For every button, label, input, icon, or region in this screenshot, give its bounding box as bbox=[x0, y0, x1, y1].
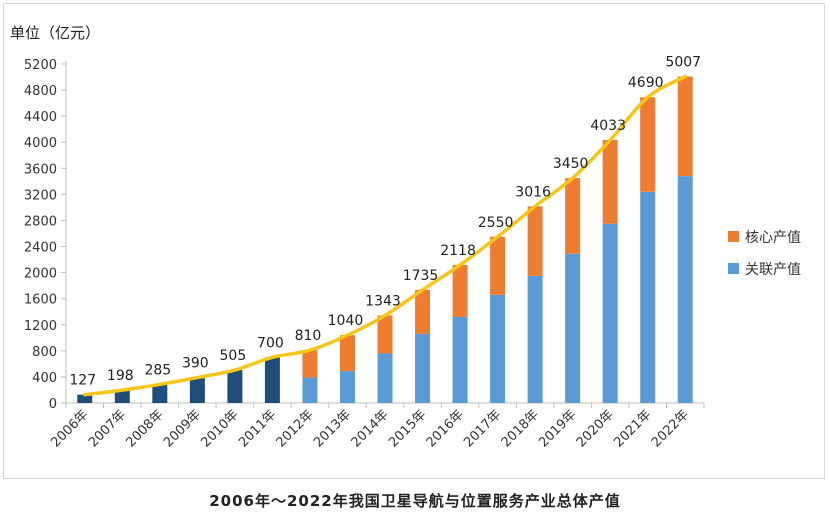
y-tick-label: 5200 bbox=[24, 58, 57, 73]
x-tick-label: 2012年 bbox=[274, 407, 317, 450]
bar-total bbox=[189, 377, 205, 403]
data-label: 700 bbox=[257, 335, 284, 351]
data-label: 3016 bbox=[515, 184, 551, 200]
x-tick-label: 2021年 bbox=[611, 407, 654, 450]
legend-swatch bbox=[728, 231, 739, 242]
bar-related-value bbox=[415, 333, 431, 403]
y-tick-label: 4800 bbox=[24, 84, 57, 99]
y-tick-label: 3200 bbox=[24, 188, 57, 203]
bar-related-value bbox=[377, 353, 393, 403]
data-label: 810 bbox=[295, 328, 322, 344]
y-tick-label: 800 bbox=[32, 345, 57, 360]
data-label: 2118 bbox=[440, 243, 476, 259]
data-label: 1735 bbox=[403, 268, 439, 284]
bar-total bbox=[77, 394, 93, 403]
x-tick-label: 2014年 bbox=[349, 407, 392, 450]
x-tick-label: 2008年 bbox=[123, 407, 166, 450]
bar-related-value bbox=[452, 316, 468, 403]
y-tick-label: 2800 bbox=[24, 214, 57, 229]
data-label: 5007 bbox=[665, 55, 701, 71]
data-label: 4033 bbox=[590, 118, 626, 134]
x-tick-label: 2007年 bbox=[86, 407, 129, 450]
y-tick-label: 0 bbox=[49, 397, 57, 412]
bar-related-value bbox=[677, 176, 693, 403]
x-tick-label: 2006年 bbox=[48, 407, 91, 450]
data-label: 2550 bbox=[478, 215, 514, 231]
y-tick-label: 400 bbox=[32, 371, 57, 386]
unit-label: 单位（亿元） bbox=[10, 24, 100, 42]
y-tick-label: 3600 bbox=[24, 162, 57, 177]
data-label: 198 bbox=[107, 368, 134, 384]
y-tick-label: 4400 bbox=[24, 110, 57, 125]
data-label: 127 bbox=[69, 373, 96, 389]
x-tick-label: 2010年 bbox=[199, 407, 242, 450]
x-tick-label: 2016年 bbox=[424, 407, 467, 450]
x-tick-label: 2018年 bbox=[499, 407, 542, 450]
x-tick-label: 2013年 bbox=[311, 407, 354, 450]
trend-line bbox=[83, 74, 687, 397]
bar-core-value bbox=[452, 264, 468, 317]
x-tick-label: 2015年 bbox=[386, 407, 429, 450]
chart-caption: 2006年～2022年我国卫星导航与位置服务产业总体产值 bbox=[209, 492, 621, 510]
bar-core-value bbox=[415, 289, 431, 334]
legend-swatch bbox=[728, 263, 739, 274]
bar-related-value bbox=[339, 371, 355, 403]
x-tick-label: 2017年 bbox=[461, 407, 504, 450]
data-label: 1040 bbox=[328, 313, 364, 329]
data-label: 4690 bbox=[628, 75, 664, 91]
bar-related-value bbox=[565, 253, 581, 403]
y-tick-label: 2000 bbox=[24, 267, 57, 282]
data-label: 3450 bbox=[553, 156, 589, 172]
bar-total bbox=[227, 370, 243, 403]
bar-core-value bbox=[602, 140, 618, 224]
chart-svg: 单位（亿元） 0 400 800 1200 1600 2000 2400 2800 3200 360… bbox=[10, 24, 801, 450]
y-tick-label: 1200 bbox=[24, 319, 57, 334]
x-tick-label: 2019年 bbox=[536, 407, 579, 450]
bar-related-value bbox=[640, 191, 656, 403]
bar-core-value bbox=[302, 350, 318, 378]
x-tick-label: 2022年 bbox=[649, 407, 692, 450]
chart-frame: 单位（亿元） 0 400 800 1200 1600 2000 2400 2800 3200 360… bbox=[3, 3, 825, 479]
bar-core-value bbox=[677, 76, 693, 177]
bar-total bbox=[152, 384, 168, 403]
legend-label: 关联产值 bbox=[745, 262, 801, 278]
bar-core-value bbox=[640, 97, 656, 192]
bar-core-value bbox=[527, 206, 543, 276]
data-label: 285 bbox=[144, 362, 171, 378]
bar-related-value bbox=[302, 377, 318, 403]
y-tick-label: 2400 bbox=[24, 241, 57, 256]
bar-total bbox=[114, 390, 130, 403]
bar-core-value bbox=[339, 335, 355, 372]
bar-core-value bbox=[565, 178, 581, 254]
y-tick-label: 1600 bbox=[24, 293, 57, 308]
bar-total bbox=[264, 357, 280, 403]
data-label: 1343 bbox=[365, 293, 401, 309]
y-tick-label: 4000 bbox=[24, 136, 57, 151]
data-label: 390 bbox=[182, 356, 209, 372]
x-tick-label: 2009年 bbox=[161, 407, 204, 450]
bar-related-value bbox=[490, 294, 506, 403]
bar-core-value bbox=[377, 315, 393, 354]
legend-label: 核心产值 bbox=[745, 230, 801, 246]
x-tick-label: 2020年 bbox=[574, 407, 617, 450]
x-tick-label: 2011年 bbox=[236, 407, 279, 450]
bar-related-value bbox=[527, 275, 543, 403]
bar-related-value bbox=[602, 223, 618, 403]
bar-core-value bbox=[490, 236, 506, 295]
data-label: 505 bbox=[220, 348, 247, 364]
